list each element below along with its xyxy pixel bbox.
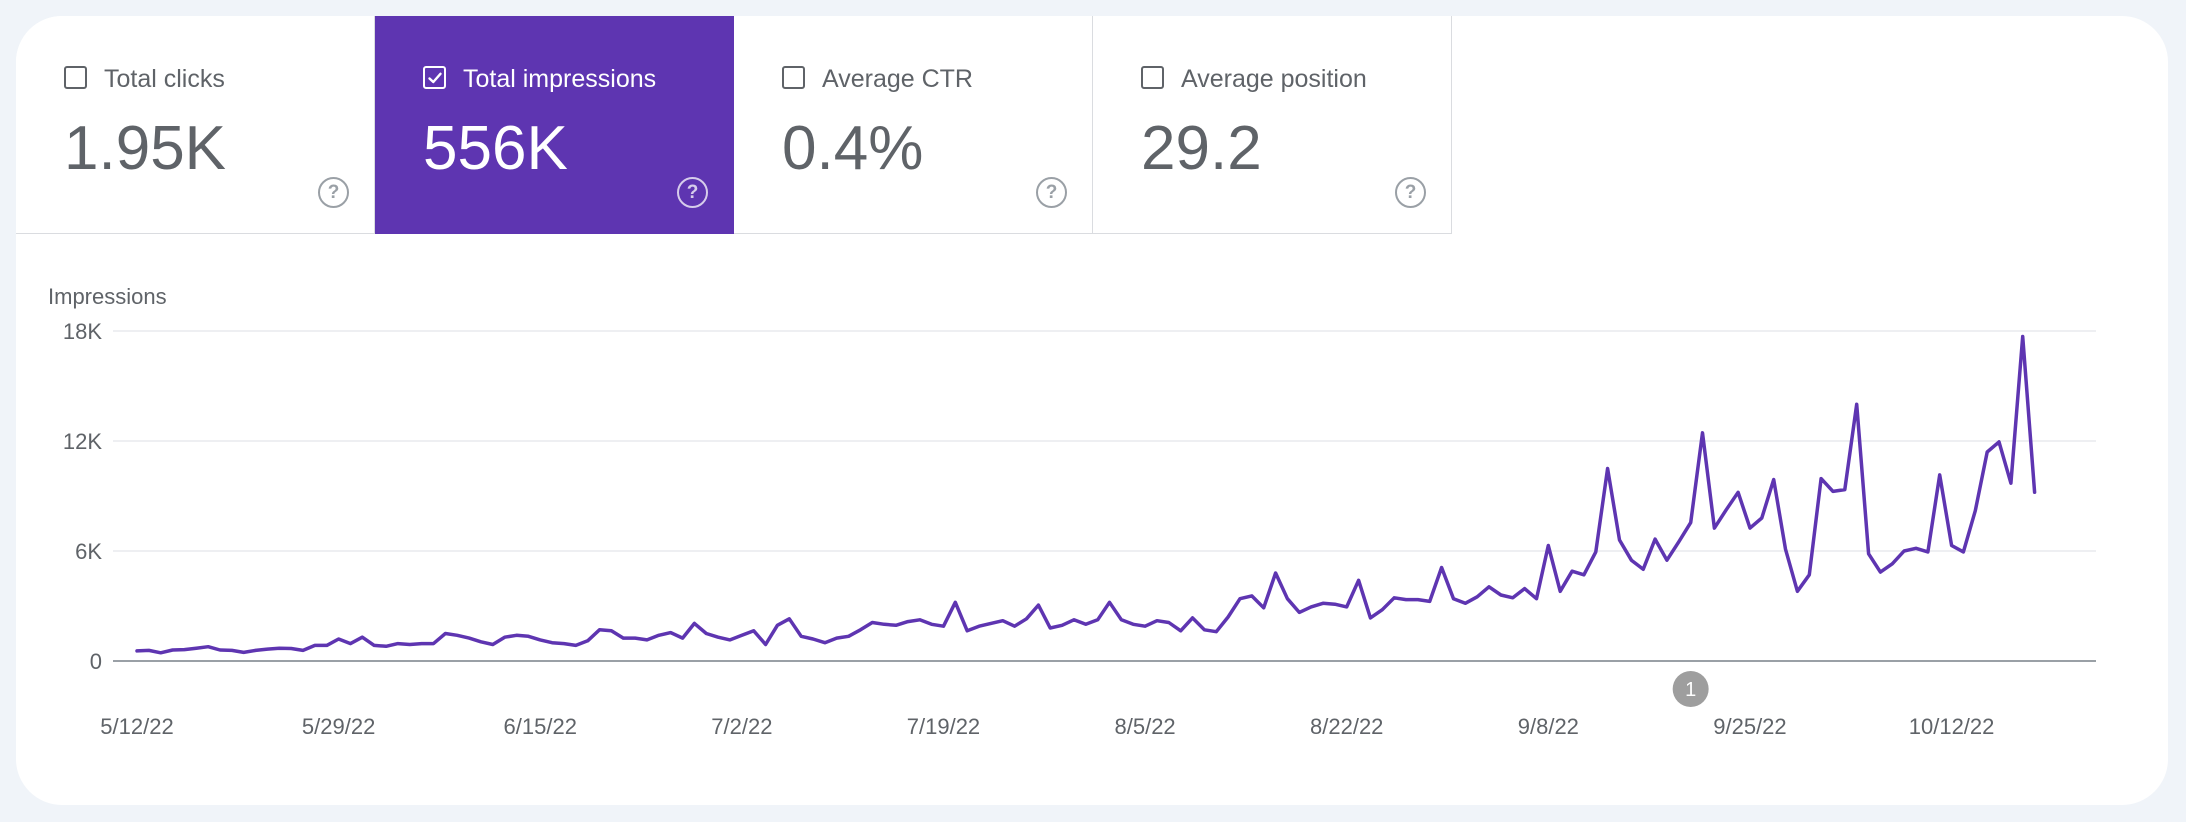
metric-value: 29.2 [1141, 114, 1262, 183]
metric-label: Total clicks [104, 65, 225, 93]
y-axis-labels: 0 6K 12K 18K [63, 319, 102, 674]
help-icon[interactable]: ? [1036, 177, 1067, 208]
help-icon[interactable]: ? [1395, 177, 1426, 208]
metric-average-position[interactable]: Average position 29.2 ? [1093, 16, 1452, 234]
checkbox-icon[interactable] [1141, 66, 1164, 89]
gridlines [113, 330, 2096, 552]
metric-value: 0.4% [782, 114, 924, 183]
metric-label: Total impressions [463, 65, 657, 93]
x-tick-label: 8/5/22 [1115, 714, 1176, 739]
metric-total-impressions[interactable]: Total impressions 556K ? [375, 16, 734, 234]
x-tick-label: 9/25/22 [1713, 714, 1786, 739]
metric-value: 1.95K [64, 114, 227, 183]
annotation-label: 1 [1685, 679, 1696, 701]
x-axis-labels: 5/12/22 5/29/22 6/15/22 7/2/22 7/19/22 8/5/22… [100, 714, 1994, 739]
performance-card: Total clicks 1.95K ? Total impressions 5… [16, 16, 2168, 805]
checkbox-icon[interactable] [64, 66, 87, 89]
x-tick-label: 10/12/22 [1909, 714, 1995, 739]
metric-tabs: Total clicks 1.95K ? Total impressions 5… [16, 16, 1452, 235]
help-icon[interactable]: ? [677, 177, 708, 208]
impressions-chart: Impressions 0 6K 12K 18K 5/12/22 5/29/22 6/15… [48, 284, 2096, 739]
help-icon[interactable]: ? [318, 177, 349, 208]
annotation-circle[interactable] [1672, 671, 1709, 707]
x-tick-label: 5/29/22 [302, 714, 375, 739]
y-tick-label: 6K [75, 539, 102, 564]
x-tick-label: 9/8/22 [1518, 714, 1579, 739]
y-tick-label: 18K [63, 319, 102, 344]
y-axis-title: Impressions [48, 284, 167, 309]
impressions-series-line [135, 334, 2037, 655]
metric-total-clicks[interactable]: Total clicks 1.95K ? [16, 16, 375, 234]
annotation-marker[interactable]: 1 [1672, 671, 1709, 707]
y-tick-label: 0 [90, 649, 102, 674]
y-tick-label: 12K [63, 429, 102, 454]
x-tick-label: 6/15/22 [504, 714, 577, 739]
metric-label: Average CTR [822, 65, 973, 93]
metric-average-ctr[interactable]: Average CTR 0.4% ? [734, 16, 1093, 234]
x-tick-label: 5/12/22 [100, 714, 173, 739]
x-tick-label: 7/19/22 [907, 714, 980, 739]
checkbox-icon[interactable] [782, 66, 805, 89]
metric-value: 556K [423, 114, 568, 183]
metric-label: Average position [1181, 65, 1367, 93]
x-tick-label: 8/22/22 [1310, 714, 1383, 739]
checkbox-icon[interactable] [423, 66, 446, 89]
x-tick-label: 7/2/22 [711, 714, 772, 739]
